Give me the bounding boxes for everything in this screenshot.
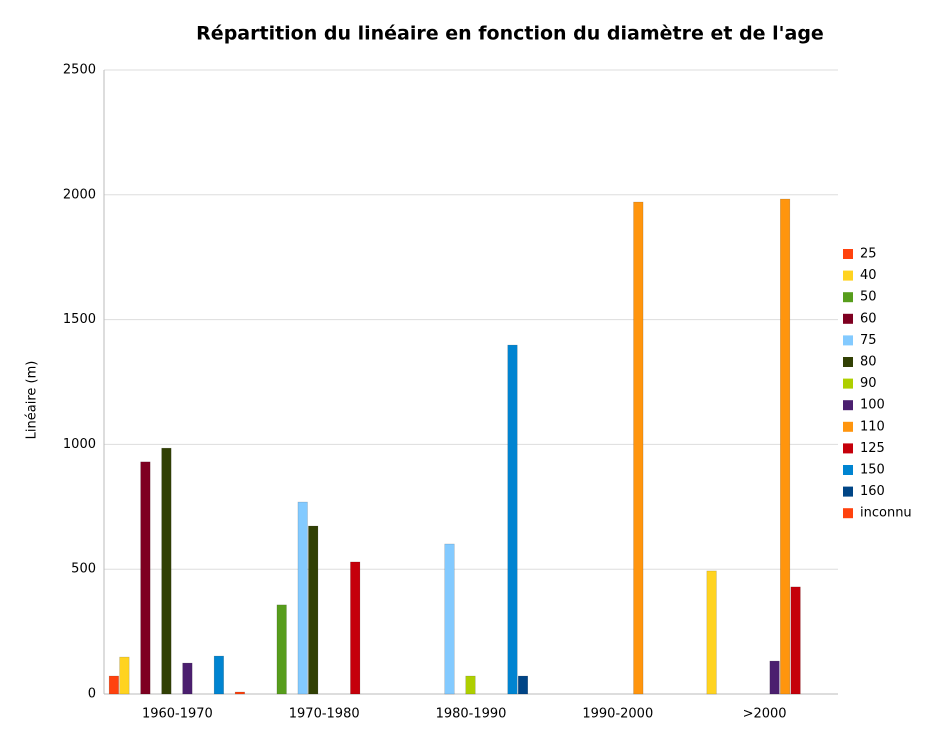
legend-label: 150 [860, 463, 885, 478]
bar [769, 660, 780, 695]
bar [213, 655, 224, 695]
bar [297, 501, 308, 695]
bar [182, 662, 193, 695]
legend-swatch [843, 270, 853, 281]
bar [308, 525, 319, 695]
legend-swatch [843, 313, 853, 324]
legend-swatch [843, 508, 853, 519]
legend-swatch [843, 465, 853, 475]
x-tick-label: >2000 [743, 707, 787, 722]
x-tick-label: 1980-1990 [436, 707, 507, 722]
y-tick-label: 2000 [63, 187, 96, 202]
legend-swatch [843, 378, 853, 389]
bar [350, 561, 361, 695]
bar [444, 543, 455, 695]
bar [234, 691, 245, 695]
chart-title: Répartition du linéaire en fonction du d… [196, 23, 824, 45]
bar [161, 447, 172, 695]
bar [780, 198, 791, 695]
legend-label: 25 [860, 247, 877, 262]
legend-label: 125 [860, 441, 885, 456]
bar [518, 675, 528, 695]
legend-label: 100 [860, 398, 885, 413]
legend-label: 75 [860, 333, 877, 348]
legend-swatch [843, 421, 853, 432]
legend-label: 90 [860, 376, 877, 391]
bar [790, 586, 801, 695]
bar [633, 201, 644, 695]
legend-swatch [843, 335, 853, 346]
y-tick-label: 2500 [63, 63, 96, 78]
y-axis-label: Linéaire (m) [25, 361, 40, 440]
y-tick-label: 500 [71, 562, 96, 577]
legend-label: 60 [860, 311, 877, 326]
y-tick-label: 1500 [63, 312, 96, 327]
x-tick-label: 1970-1980 [289, 707, 360, 722]
bar [140, 461, 151, 695]
legend-swatch [843, 400, 853, 411]
legend-swatch [843, 292, 853, 303]
bar [108, 675, 119, 695]
legend-label: 40 [860, 268, 877, 283]
legend-swatch [843, 443, 853, 454]
legend-swatch [843, 357, 853, 367]
legend-label: 80 [860, 355, 877, 370]
legend-label: 160 [860, 484, 885, 499]
bar [276, 604, 287, 695]
y-tick-label: 1000 [63, 437, 96, 452]
x-tick-label: 1990-2000 [582, 707, 653, 722]
legend-swatch [843, 249, 853, 259]
bar [706, 570, 717, 695]
legend-swatch [843, 486, 853, 497]
bar [507, 344, 518, 695]
legend-label: 110 [860, 419, 885, 434]
legend-label: 50 [860, 290, 877, 305]
legend-label: inconnu [860, 506, 912, 521]
bar [465, 675, 476, 695]
y-tick-label: 0 [88, 687, 96, 702]
bar [119, 656, 130, 695]
x-tick-label: 1960-1970 [142, 707, 213, 722]
